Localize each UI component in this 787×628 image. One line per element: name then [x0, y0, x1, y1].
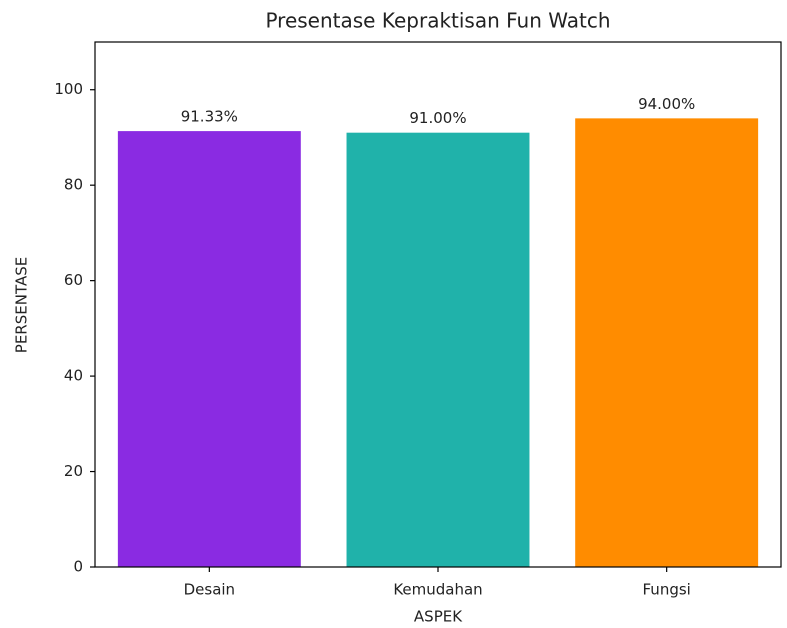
- y-tick-label: 0: [73, 558, 83, 576]
- chart-title: Presentase Kepraktisan Fun Watch: [265, 9, 610, 33]
- y-tick-label: 60: [64, 271, 83, 289]
- value-label: 94.00%: [638, 95, 695, 113]
- value-label: 91.33%: [181, 108, 238, 126]
- x-axis-label: ASPEK: [414, 608, 463, 626]
- y-tick-label: 100: [54, 80, 83, 98]
- x-tick-label: Desain: [184, 581, 235, 599]
- value-label: 91.00%: [409, 109, 466, 127]
- x-tick-label: Fungsi: [643, 581, 691, 599]
- bar: [575, 118, 759, 567]
- y-tick-label: 20: [64, 462, 83, 480]
- bar: [346, 132, 530, 567]
- x-tick-label: Kemudahan: [393, 581, 482, 599]
- y-tick-label: 40: [64, 367, 83, 385]
- bar: [117, 131, 301, 567]
- y-tick-label: 80: [64, 176, 83, 194]
- y-axis-label: PERSENTASE: [13, 257, 31, 353]
- plot-frame: [94, 41, 782, 568]
